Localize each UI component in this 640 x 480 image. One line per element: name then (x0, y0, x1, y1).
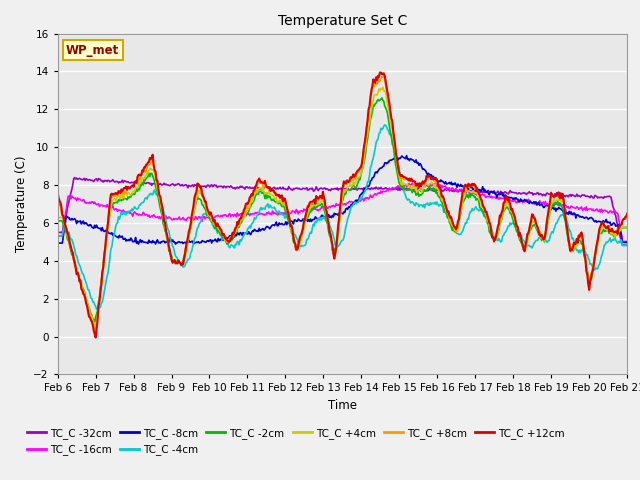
TC_C +12cm (201, 199, 209, 204)
TC_C -8cm (436, 179, 444, 184)
TC_C -8cm (54, 240, 61, 246)
TC_C -2cm (391, 159, 399, 165)
TC_C +4cm (91, 325, 99, 331)
Line: TC_C -4cm: TC_C -4cm (58, 125, 627, 309)
TC_C -8cm (172, 241, 179, 247)
TC_C -2cm (312, 204, 320, 210)
TC_C +8cm (380, 70, 388, 76)
TC_C -32cm (390, 186, 398, 192)
TC_C -8cm (390, 156, 398, 161)
TC_C +12cm (376, 70, 384, 75)
TC_C -32cm (54, 229, 61, 235)
TC_C -32cm (619, 242, 627, 248)
Text: WP_met: WP_met (66, 44, 120, 57)
TC_C -2cm (484, 222, 492, 228)
X-axis label: Time: Time (328, 399, 357, 412)
Line: TC_C -8cm: TC_C -8cm (58, 156, 627, 244)
TC_C -16cm (408, 180, 416, 186)
TC_C -4cm (381, 122, 388, 128)
Line: TC_C -32cm: TC_C -32cm (58, 178, 627, 245)
TC_C -16cm (312, 205, 319, 211)
TC_C -16cm (200, 214, 208, 219)
TC_C -8cm (201, 239, 209, 245)
TC_C -16cm (623, 239, 631, 244)
Line: TC_C +12cm: TC_C +12cm (58, 72, 627, 337)
TC_C +12cm (436, 184, 444, 190)
Title: Temperature Set C: Temperature Set C (278, 14, 407, 28)
TC_C -2cm (378, 95, 386, 101)
TC_C -4cm (156, 198, 163, 204)
TC_C -2cm (54, 218, 61, 224)
TC_C -2cm (91, 319, 99, 324)
TC_C -16cm (619, 239, 627, 244)
TC_C -16cm (435, 181, 443, 187)
TC_C -32cm (201, 183, 209, 189)
TC_C -2cm (623, 225, 631, 230)
TC_C -16cm (154, 215, 162, 221)
TC_C -8cm (312, 215, 320, 221)
TC_C +8cm (623, 211, 631, 216)
TC_C +12cm (156, 192, 163, 198)
Legend: TC_C -32cm, TC_C -16cm, TC_C -8cm, TC_C -4cm, TC_C -2cm, TC_C +4cm, TC_C +8cm, T: TC_C -32cm, TC_C -16cm, TC_C -8cm, TC_C … (23, 424, 569, 459)
TC_C -32cm (156, 181, 163, 187)
TC_C -8cm (623, 240, 631, 245)
TC_C +12cm (54, 189, 61, 195)
TC_C +8cm (54, 195, 61, 201)
TC_C +12cm (623, 211, 631, 216)
TC_C -8cm (154, 240, 162, 246)
TC_C -16cm (54, 233, 61, 239)
TC_C -32cm (484, 188, 492, 194)
Line: TC_C -2cm: TC_C -2cm (58, 98, 627, 322)
TC_C -4cm (201, 211, 209, 217)
TC_C -2cm (436, 194, 444, 200)
TC_C -32cm (312, 184, 320, 190)
TC_C +4cm (623, 224, 631, 230)
TC_C +4cm (54, 215, 61, 220)
TC_C -2cm (156, 201, 163, 206)
TC_C +4cm (391, 146, 399, 152)
TC_C +8cm (201, 198, 209, 204)
TC_C -16cm (484, 193, 492, 199)
TC_C +4cm (156, 195, 163, 201)
TC_C +8cm (484, 216, 492, 222)
TC_C +8cm (92, 330, 99, 336)
TC_C +4cm (201, 202, 209, 208)
TC_C +12cm (312, 193, 320, 199)
TC_C -4cm (312, 220, 320, 226)
TC_C +4cm (484, 218, 492, 224)
TC_C -4cm (93, 306, 100, 312)
TC_C -4cm (54, 233, 61, 239)
Y-axis label: Temperature (C): Temperature (C) (15, 156, 28, 252)
TC_C +8cm (436, 188, 444, 193)
TC_C +4cm (312, 201, 320, 207)
TC_C -4cm (623, 243, 631, 249)
TC_C -32cm (623, 242, 631, 248)
Line: TC_C -16cm: TC_C -16cm (58, 183, 627, 241)
TC_C +12cm (391, 142, 399, 148)
Line: TC_C +4cm: TC_C +4cm (58, 87, 627, 328)
TC_C +8cm (312, 198, 320, 204)
TC_C +12cm (92, 335, 99, 340)
Line: TC_C +8cm: TC_C +8cm (58, 73, 627, 333)
TC_C +4cm (436, 192, 444, 198)
TC_C -8cm (403, 153, 410, 158)
TC_C -32cm (435, 187, 443, 193)
TC_C -4cm (484, 219, 492, 225)
TC_C -16cm (389, 185, 397, 191)
TC_C -2cm (201, 206, 209, 212)
TC_C +12cm (484, 216, 492, 222)
TC_C +8cm (391, 144, 399, 150)
TC_C -8cm (484, 191, 492, 196)
TC_C +8cm (156, 192, 163, 198)
TC_C -4cm (391, 148, 399, 154)
TC_C -4cm (436, 202, 444, 207)
TC_C +4cm (379, 84, 387, 90)
TC_C -32cm (71, 175, 79, 180)
